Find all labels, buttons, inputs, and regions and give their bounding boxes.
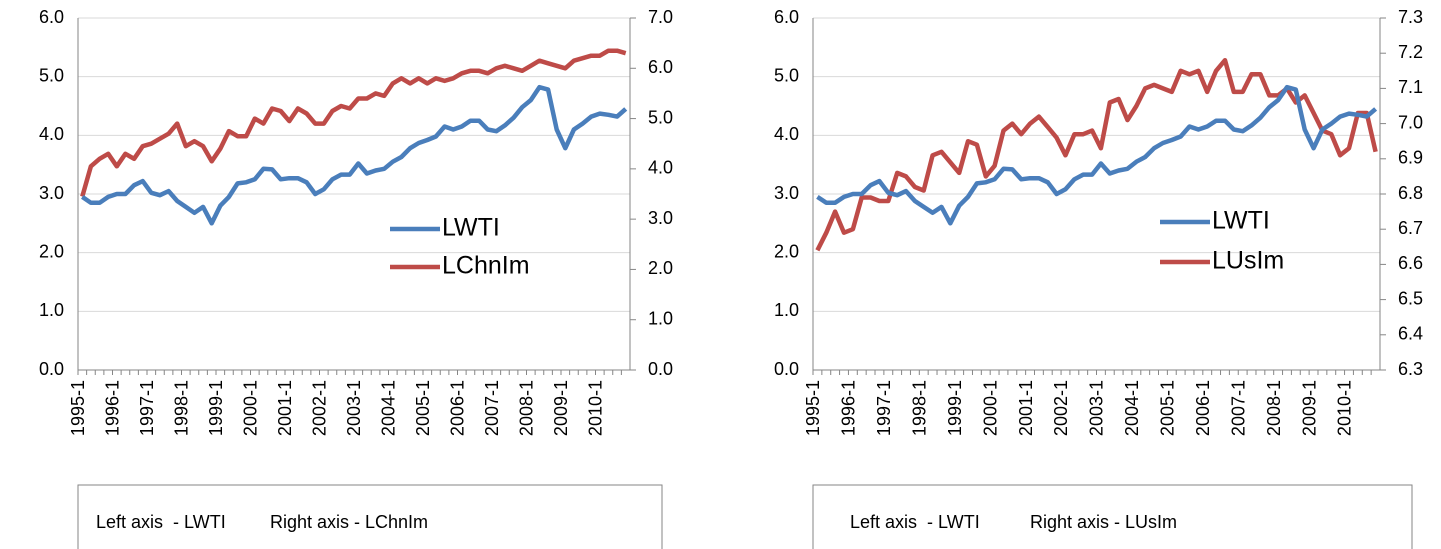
y-tick-label: 3.0 [774,183,799,203]
x-tick-label: 2005-1 [1158,380,1178,436]
note-text: Right axis - LUsIm [1030,512,1177,532]
y2-tick-label: 6.3 [1398,359,1423,379]
note-box [812,484,1413,549]
x-tick-label: 1997-1 [137,380,157,436]
x-tick-label: 2010-1 [1335,380,1355,436]
note-text: Right axis - LChnIm [270,512,428,532]
y2-tick-label: 6.0 [648,57,673,77]
legend-text: LWTI [1212,207,1270,235]
x-tick-label: 1995-1 [803,380,823,436]
x-tick-label: 2008-1 [1264,380,1284,436]
y2-tick-label: 0.0 [648,359,673,379]
y2-tick-label: 6.5 [1398,288,1423,308]
x-tick-label: 2008-1 [517,380,537,436]
y2-tick-label: 7.0 [1398,112,1423,132]
x-tick-label: 2002-1 [1051,380,1071,436]
x-tick-label: 2000-1 [980,380,1000,436]
x-tick-label: 2003-1 [1087,380,1107,436]
y-tick-label: 3.0 [39,183,64,203]
legend-text: LUsIm [1212,247,1284,275]
y-tick-label: 2.0 [39,241,64,261]
x-tick-label: 2007-1 [1228,380,1248,436]
y-tick-label: 5.0 [774,65,799,85]
x-tick-label: 1995-1 [68,380,88,436]
y-tick-label: 6.0 [774,7,799,27]
y-tick-label: 2.0 [774,241,799,261]
legend-text: LWTI [442,214,500,242]
note-text: Left axis - LWTI [850,512,980,532]
y-tick-label: 1.0 [39,300,64,320]
data-line [80,48,627,198]
x-tick-label: 2001-1 [275,380,295,436]
x-tick-label: 1997-1 [874,380,894,436]
x-tick-label: 1996-1 [839,380,859,436]
x-tick-label: 2005-1 [413,380,433,436]
y2-tick-label: 4.0 [648,158,673,178]
y2-tick-label: 7.1 [1398,77,1423,97]
y-tick-label: 1.0 [774,300,799,320]
y2-tick-label: 2.0 [648,258,673,278]
x-tick-label: 1999-1 [945,380,965,436]
x-tick-label: 1998-1 [172,380,192,436]
y2-tick-label: 7.3 [1398,7,1423,27]
y-tick-label: 4.0 [39,124,64,144]
y-tick-label: 4.0 [774,124,799,144]
y2-tick-label: 6.6 [1398,253,1423,273]
y2-tick-label: 6.8 [1398,183,1423,203]
y-tick-label: 0.0 [774,359,799,379]
y2-tick-label: 1.0 [648,308,673,328]
x-tick-label: 2004-1 [1122,380,1142,436]
y2-tick-label: 6.7 [1398,218,1423,238]
note-box [77,484,663,549]
x-tick-label: 1996-1 [103,380,123,436]
legend-text: LChnIm [442,252,530,280]
x-tick-label: 2004-1 [379,380,399,436]
x-tick-label: 2006-1 [448,380,468,436]
y2-tick-label: 7.0 [648,7,673,27]
x-tick-label: 1998-1 [909,380,929,436]
y-tick-label: 5.0 [39,65,64,85]
x-tick-label: 1999-1 [206,380,226,436]
x-tick-label: 2003-1 [344,380,364,436]
data-line [81,84,628,226]
y2-tick-label: 6.9 [1398,148,1423,168]
x-tick-label: 2000-1 [241,380,261,436]
y-tick-label: 6.0 [39,7,64,27]
x-tick-label: 2009-1 [551,380,571,436]
data-line [816,84,1378,226]
y-tick-label: 0.0 [39,359,64,379]
x-tick-label: 2010-1 [586,380,606,436]
y2-tick-label: 7.2 [1398,42,1423,62]
x-tick-label: 2002-1 [310,380,330,436]
x-tick-label: 2001-1 [1016,380,1036,436]
x-tick-label: 2009-1 [1299,380,1319,436]
x-tick-label: 2006-1 [1193,380,1213,436]
y2-tick-label: 3.0 [648,208,673,228]
note-text: Left axis - LWTI [96,512,226,532]
y2-tick-label: 6.4 [1398,324,1423,344]
y2-tick-label: 5.0 [648,107,673,127]
x-tick-label: 2007-1 [482,380,502,436]
